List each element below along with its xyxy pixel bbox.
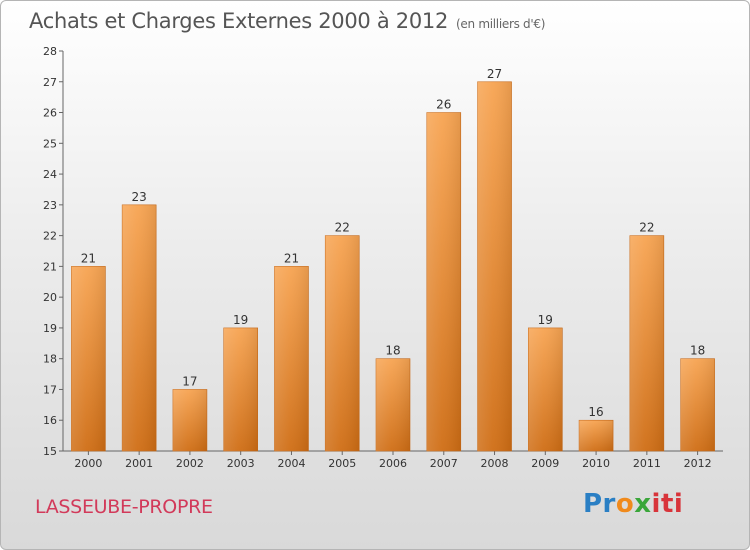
bar-group xyxy=(477,81,512,452)
bar-shine xyxy=(629,235,664,451)
bar-value-label: 21 xyxy=(284,251,299,265)
y-tick-label: 28 xyxy=(43,45,57,58)
y-tick-label: 25 xyxy=(43,137,57,150)
x-tick-label: 2003 xyxy=(227,457,255,470)
bar-group xyxy=(71,266,106,452)
y-tick-label: 21 xyxy=(43,260,57,273)
bar-shine xyxy=(274,266,309,451)
x-tick-label: 2006 xyxy=(379,457,407,470)
y-tick-label: 27 xyxy=(43,76,57,89)
bar-value-label: 23 xyxy=(132,190,147,204)
y-tick-label: 17 xyxy=(43,383,57,396)
x-tick-label: 2012 xyxy=(684,457,712,470)
bar-group xyxy=(680,358,715,452)
bar-group xyxy=(121,204,157,452)
bar-group xyxy=(172,389,208,452)
bar-group xyxy=(375,358,411,452)
x-tick-label: 2001 xyxy=(125,457,153,470)
bar-group xyxy=(426,112,462,452)
bar-value-label: 22 xyxy=(335,221,350,235)
x-tick-label: 2004 xyxy=(277,457,305,470)
proxiti-logo: Proxiti xyxy=(583,489,683,519)
bar-value-label: 18 xyxy=(385,344,400,358)
x-tick-label: 2011 xyxy=(633,457,661,470)
bar-shine xyxy=(680,358,715,451)
x-tick-label: 2009 xyxy=(531,457,559,470)
bar-group xyxy=(629,235,665,452)
x-tick-label: 2008 xyxy=(481,457,509,470)
commune-name: LASSEUBE-PROPRE xyxy=(35,496,213,518)
bar-value-label: 27 xyxy=(487,67,502,81)
bar-group xyxy=(324,235,360,452)
x-tick-label: 2007 xyxy=(430,457,458,470)
bar-shine xyxy=(122,204,157,451)
bar-group xyxy=(528,327,563,452)
logo-part-2: o xyxy=(615,489,635,519)
logo-part-3: x xyxy=(634,489,652,519)
chart-bars xyxy=(71,81,715,452)
y-tick-label: 19 xyxy=(43,322,57,335)
x-tick-label: 2002 xyxy=(176,457,204,470)
y-tick-label: 26 xyxy=(43,107,57,120)
y-tick-label: 24 xyxy=(43,168,57,181)
bar-shine xyxy=(426,112,461,452)
logo-part-4: iti xyxy=(651,489,684,519)
bar-value-label: 26 xyxy=(436,98,451,112)
bar-shine xyxy=(477,81,512,452)
bar-group xyxy=(223,327,258,452)
y-tick-label: 23 xyxy=(43,199,57,212)
chart-title: Achats et Charges Externes 2000 à 2012 (e… xyxy=(29,9,545,33)
y-tick-label: 16 xyxy=(43,414,57,427)
chart-axes: 15 16 17 18 19 20 21 22 23 24 25 26 27 28 xyxy=(43,45,723,458)
chart-title-text: Achats et Charges Externes 2000 à 2012 xyxy=(29,9,449,33)
bar-group xyxy=(578,419,614,452)
bar-shine xyxy=(376,358,410,451)
bar-value-label: 16 xyxy=(588,405,603,419)
bar-shine xyxy=(325,235,360,451)
bar-group xyxy=(274,266,309,452)
bar-shine xyxy=(528,327,563,451)
bar-shine xyxy=(579,420,614,451)
y-tick-label: 20 xyxy=(43,291,57,304)
y-tick-label: 18 xyxy=(43,353,57,366)
chart-subtitle: (en milliers d'€) xyxy=(456,17,546,31)
bar-value-label: 17 xyxy=(182,374,197,388)
chart-labels: 21 2000 23 2001 17 2002 19 2003 21 2004 22 2005 18 20… xyxy=(74,67,711,470)
y-tick-label: 15 xyxy=(43,445,57,458)
x-tick-label: 2000 xyxy=(74,457,102,470)
logo-part-1: Pr xyxy=(583,489,616,519)
bar-value-label: 19 xyxy=(233,313,248,327)
bar-shine xyxy=(71,266,106,451)
bar-value-label: 21 xyxy=(81,251,96,265)
bar-shine xyxy=(172,389,207,451)
x-tick-label: 2010 xyxy=(582,457,610,470)
bar-value-label: 18 xyxy=(690,344,705,358)
bar-value-label: 22 xyxy=(639,221,654,235)
y-tick-label: 22 xyxy=(43,230,57,243)
bar-shine xyxy=(223,327,258,451)
bar-value-label: 19 xyxy=(538,313,553,327)
x-tick-label: 2005 xyxy=(328,457,356,470)
